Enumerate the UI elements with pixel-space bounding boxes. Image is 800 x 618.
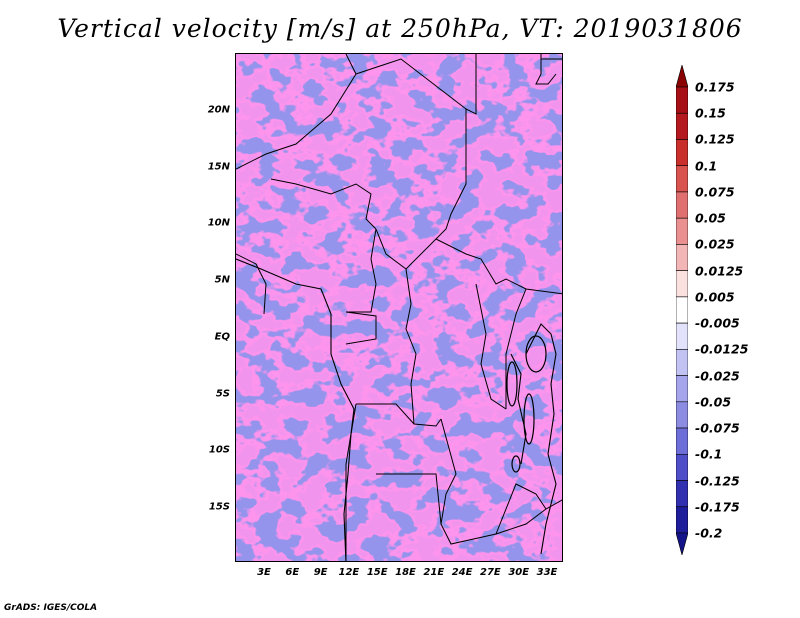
colorbar-label: -0.025	[695, 368, 740, 384]
colorbar-bin	[676, 453, 688, 481]
lon-label: 9E	[313, 567, 328, 578]
colorbar-bin	[676, 191, 688, 219]
colorbar-bin	[676, 480, 688, 508]
colorbar-label: 0.05	[695, 210, 726, 226]
colorbar-bin	[676, 427, 688, 455]
lon-label: 33E	[536, 567, 558, 578]
colorbar-label: -0.1	[695, 446, 723, 462]
lat-label: 10S	[208, 444, 230, 456]
colorbar-label: -0.075	[695, 420, 740, 436]
colorbar-bin	[676, 217, 688, 245]
lat-label: 10N	[207, 217, 230, 229]
lon-label: 27E	[480, 567, 501, 578]
lat-label: 5N	[214, 274, 230, 286]
colorbar-label: 0.025	[695, 236, 735, 252]
colorbar-bin	[676, 86, 688, 114]
colorbar-label: 0.175	[695, 79, 735, 95]
map-panel	[235, 53, 563, 562]
velocity-field	[236, 54, 562, 561]
lat-label: 15S	[208, 501, 230, 513]
lon-label: 6E	[285, 567, 300, 578]
lon-label: 15E	[366, 567, 388, 578]
colorbar-bin	[676, 139, 688, 167]
lon-label: 18E	[395, 567, 416, 578]
colorbar-label: 0.075	[695, 184, 735, 200]
colorbar-label: -0.005	[695, 315, 740, 331]
colorbar	[676, 65, 688, 555]
vertical-velocity-map	[236, 54, 562, 561]
colorbar-label: 0.005	[695, 289, 735, 305]
lake-outlines	[506, 335, 547, 473]
colorbar-label: -0.175	[695, 499, 740, 515]
colorbar-bin	[676, 244, 688, 271]
colorbar-bin	[676, 349, 688, 376]
credit-text: GrADS: IGES/COLA	[4, 603, 98, 613]
plot-title: Vertical velocity [m/s] at 250hPa, VT: 2…	[57, 14, 743, 43]
colorbar-label: -0.125	[695, 473, 740, 489]
colorbar-label: -0.2	[695, 525, 723, 541]
lat-label: 15N	[207, 161, 230, 173]
colorbar-bin	[676, 401, 688, 429]
lat-label: EQ	[214, 331, 230, 343]
lon-label: 21E	[423, 567, 445, 578]
coastlines	[236, 258, 557, 561]
colorbar-label: -0.05	[695, 394, 732, 410]
colorbar-bin	[676, 375, 688, 403]
colorbar-label: 0.0125	[695, 263, 744, 279]
lon-label: 24E	[451, 567, 473, 578]
colorbar-bin	[676, 65, 688, 88]
colorbar-bin	[676, 322, 688, 350]
lat-label: 20N	[207, 104, 230, 116]
colorbar-label: 0.125	[695, 131, 735, 147]
colorbar-label: 0.1	[695, 158, 718, 174]
lat-label: 5S	[215, 388, 230, 399]
lon-label: 12E	[338, 567, 360, 578]
colorbar-bin	[676, 532, 688, 555]
colorbar-label: 0.15	[695, 105, 726, 121]
colorbar-bin	[676, 506, 688, 534]
country-borders	[236, 54, 562, 561]
colorbar-bin	[676, 165, 688, 193]
lon-label: 3E	[257, 567, 271, 578]
colorbar-bin	[676, 270, 688, 298]
lon-label: 30E	[508, 567, 530, 578]
colorbar-bin	[676, 296, 688, 324]
colorbar-bin	[676, 112, 688, 140]
colorbar-label: -0.0125	[695, 341, 749, 357]
